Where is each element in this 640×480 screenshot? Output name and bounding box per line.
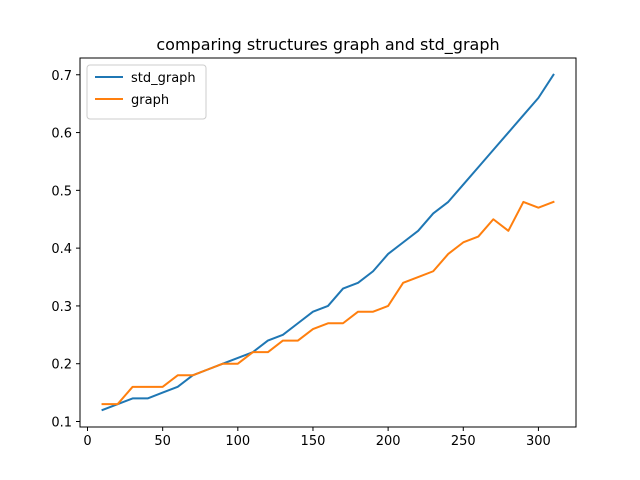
y-tick-label: 0.3	[51, 300, 72, 315]
legend-label-std-graph: std_graph	[131, 71, 196, 86]
y-tick-label: 0.7	[51, 69, 72, 84]
y-tick-label: 0.6	[51, 127, 72, 142]
series-line-graph	[101, 200, 555, 406]
plot-frame	[79, 57, 577, 428]
chart-title: comparing structures graph and std_graph	[156, 35, 499, 55]
y-tick-label: 0.2	[51, 358, 72, 373]
y-tick-label: 0.5	[51, 184, 72, 199]
x-tick-label: 200	[376, 434, 401, 449]
legend-box	[86, 64, 207, 120]
x-tick-label: 250	[451, 434, 476, 449]
series-layer	[101, 73, 555, 412]
y-tick-label: 0.4	[51, 242, 72, 257]
x-axis: 0 50 100 150 200 250 300	[83, 427, 551, 449]
x-tick-label: 150	[301, 434, 326, 449]
y-axis: 0.1 0.2 0.3 0.4 0.5 0.6 0.7	[51, 69, 80, 431]
series-line-std-graph	[101, 73, 555, 412]
x-tick-label: 50	[154, 434, 171, 449]
y-tick-label: 0.1	[51, 416, 72, 431]
x-tick-label: 0	[83, 434, 91, 449]
x-tick-label: 300	[526, 434, 551, 449]
x-tick-label: 100	[225, 434, 250, 449]
legend-label-graph: graph	[131, 93, 169, 108]
